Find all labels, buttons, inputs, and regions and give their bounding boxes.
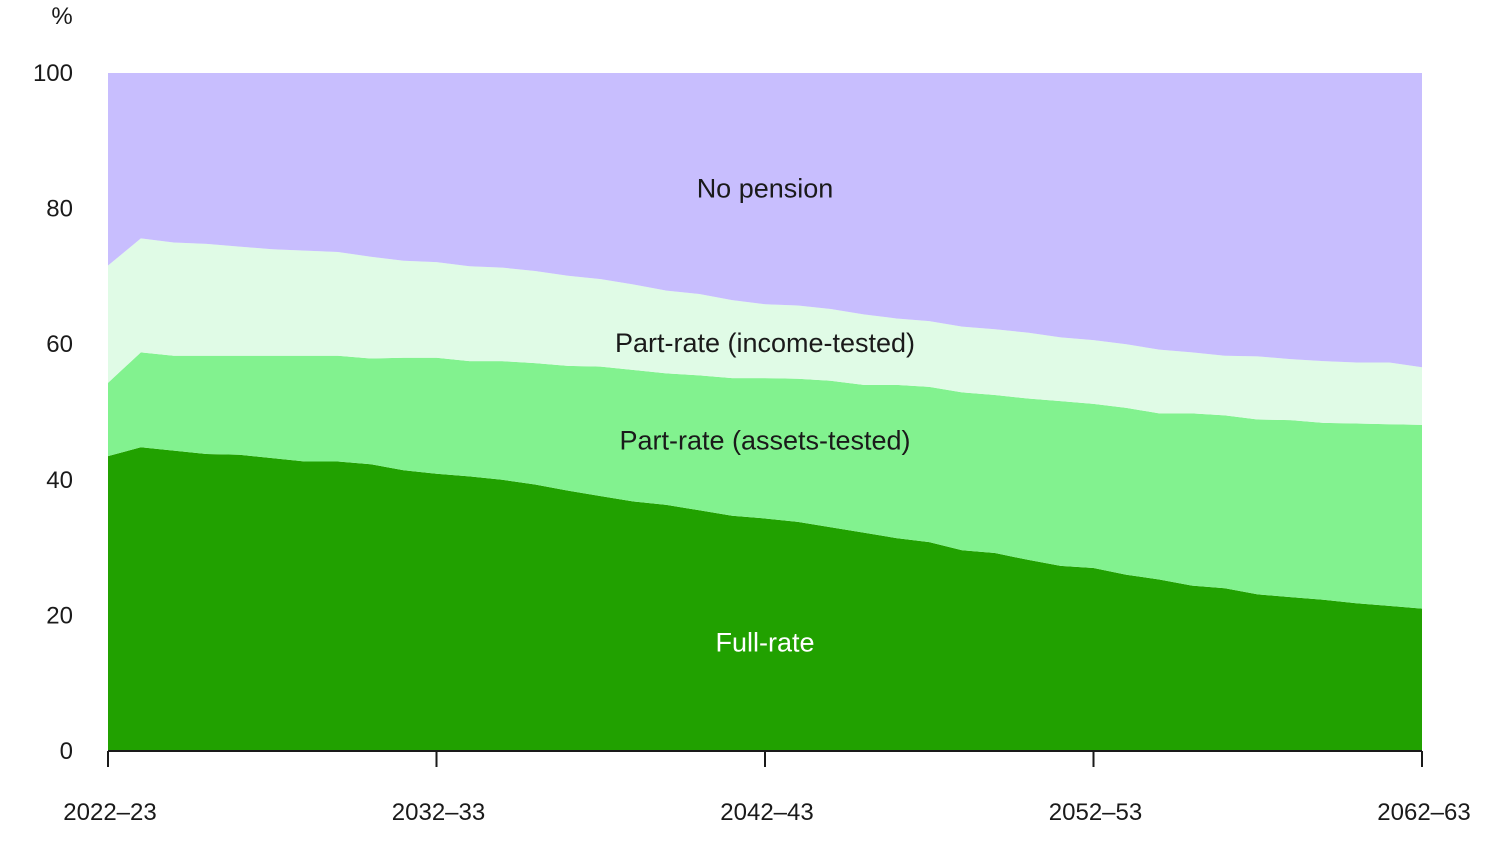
x-tick-label: 2042–43 — [720, 799, 813, 826]
y-axis-unit-label: % — [51, 3, 72, 30]
y-tick-label: 0 — [60, 738, 73, 765]
y-axis-ticks: 0 20 40 60 80 100 — [33, 60, 73, 765]
y-tick-label: 60 — [46, 331, 73, 358]
area-full-rate — [108, 447, 1422, 751]
y-tick-label: 40 — [46, 467, 73, 494]
series-label: Part-rate (income-tested) — [615, 328, 915, 358]
x-tick-label: 2052–53 — [1049, 799, 1142, 826]
x-tick-label: 2062–63 — [1377, 799, 1470, 826]
series-label: No pension — [697, 173, 834, 203]
x-tick-label: 2032–33 — [392, 799, 485, 826]
x-axis: 2022–23 2032–33 2042–43 2052–53 2062–63 — [63, 750, 1471, 826]
series-label: Full-rate — [715, 628, 814, 658]
y-tick-label: 20 — [46, 602, 73, 629]
x-tick-label: 2022–23 — [63, 799, 156, 826]
area-series-group — [108, 73, 1422, 751]
area-part-rate-income-tested — [108, 238, 1422, 425]
area-part-rate-assets-tested — [108, 352, 1422, 609]
area-no-pension — [108, 73, 1422, 368]
y-tick-label: 80 — [46, 196, 73, 223]
series-label: Part-rate (assets-tested) — [619, 425, 910, 455]
y-tick-label: 100 — [33, 60, 73, 87]
series-labels: No pension Part-rate (income-tested) Part-… — [615, 173, 915, 657]
